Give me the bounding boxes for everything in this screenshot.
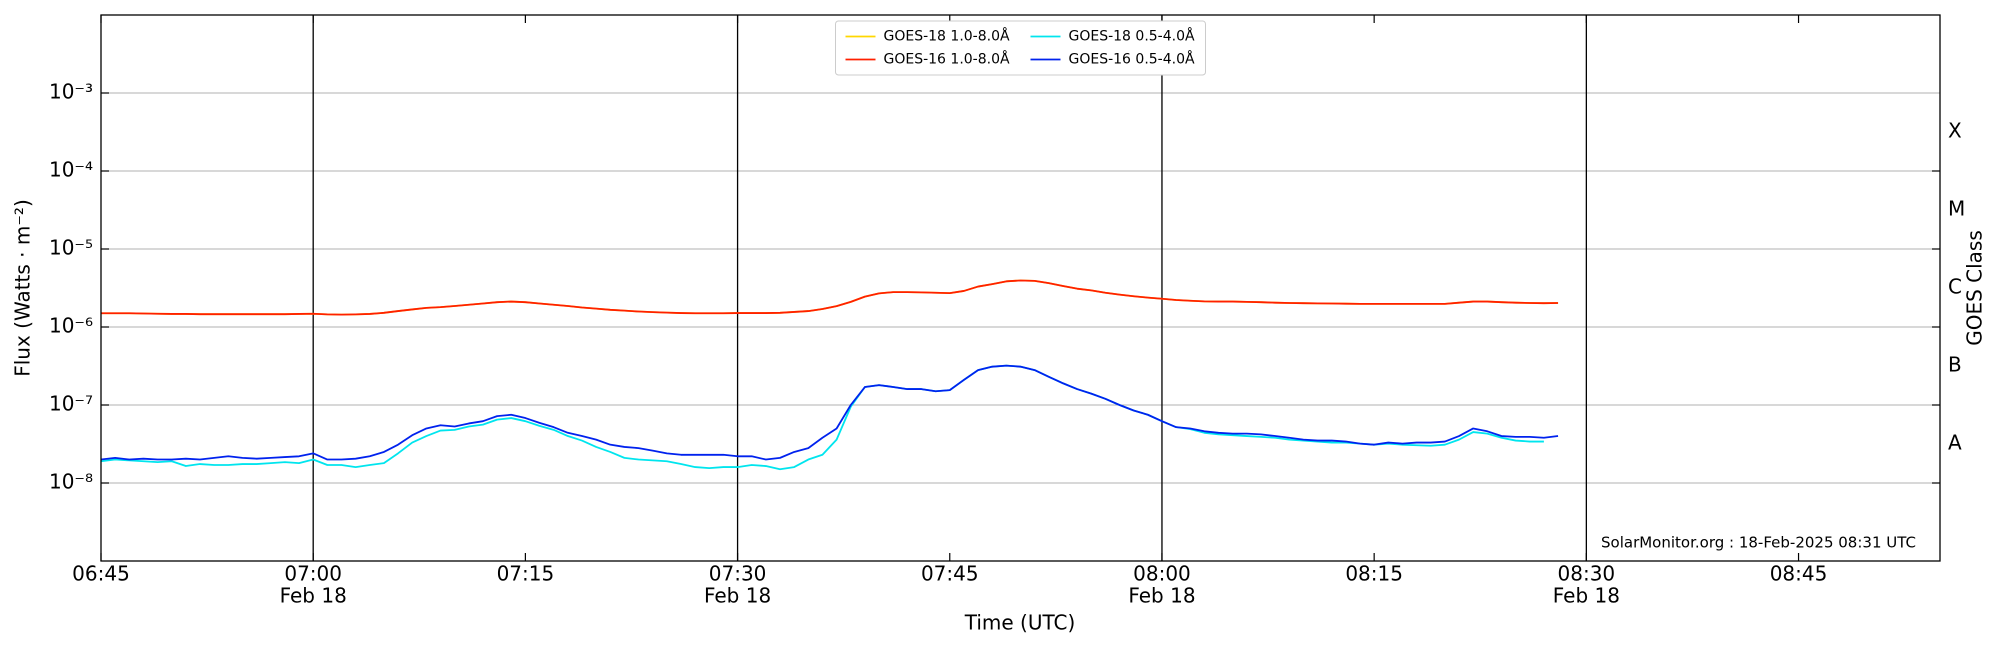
y-tick-label: 10⁻⁷ xyxy=(49,392,93,416)
x-tick-label: 07:00 xyxy=(284,562,342,586)
x-tick-label: 07:45 xyxy=(921,562,979,586)
y-axis-label: Flux (Watts · m⁻²) xyxy=(11,199,35,377)
annotation: SolarMonitor.org : 18-Feb-2025 08:31 UTC xyxy=(1601,534,1916,552)
x-tick-date: Feb 18 xyxy=(704,584,771,608)
y-tick-label: 10⁻⁸ xyxy=(49,470,93,494)
y-tick-label: 10⁻⁶ xyxy=(49,314,93,338)
series-line xyxy=(100,364,1559,461)
x-tick-label: 06:45 xyxy=(72,562,130,586)
legend-label: GOES-16 0.5-4.0Å xyxy=(1069,51,1195,68)
y2-tick-label: B xyxy=(1948,353,1962,377)
y-tick-label: 10⁻⁴ xyxy=(49,158,93,182)
x-tick-date: Feb 18 xyxy=(1553,584,1620,608)
x-tick-label: 08:15 xyxy=(1345,562,1403,586)
y2-tick-label: X xyxy=(1948,119,1962,143)
x-tick-label: 07:15 xyxy=(497,562,555,586)
y-tick-label: 10⁻³ xyxy=(49,80,93,104)
y2-tick-label: M xyxy=(1948,197,1965,221)
legend-label: GOES-18 1.0-8.0Å xyxy=(884,28,1010,45)
legend: GOES-18 1.0-8.0Å GOES-16 1.0-8.0Å GOES-18 … xyxy=(835,20,1206,76)
y2-tick-label: A xyxy=(1948,431,1962,455)
legend-box xyxy=(835,20,1206,76)
series-line xyxy=(101,279,1559,316)
y2-axis-label: GOES Class xyxy=(1963,230,1987,346)
x-tick-label: 07:30 xyxy=(709,562,767,586)
y-tick-label: 10⁻⁵ xyxy=(49,236,93,260)
y2-tick-label: C xyxy=(1948,275,1962,299)
x-tick-label: 08:30 xyxy=(1558,562,1616,586)
plot-frame xyxy=(100,14,1941,562)
x-tick-date: Feb 18 xyxy=(280,584,347,608)
x-axis-label: Time (UTC) xyxy=(964,611,1076,635)
x-tick-label: 08:45 xyxy=(1770,562,1828,586)
legend-label: GOES-18 0.5-4.0Å xyxy=(1069,28,1195,45)
x-tick-label: 08:00 xyxy=(1133,562,1191,586)
x-tick-date: Feb 18 xyxy=(1128,584,1195,608)
legend-label: GOES-16 1.0-8.0Å xyxy=(884,51,1010,68)
series-line xyxy=(100,364,1544,471)
